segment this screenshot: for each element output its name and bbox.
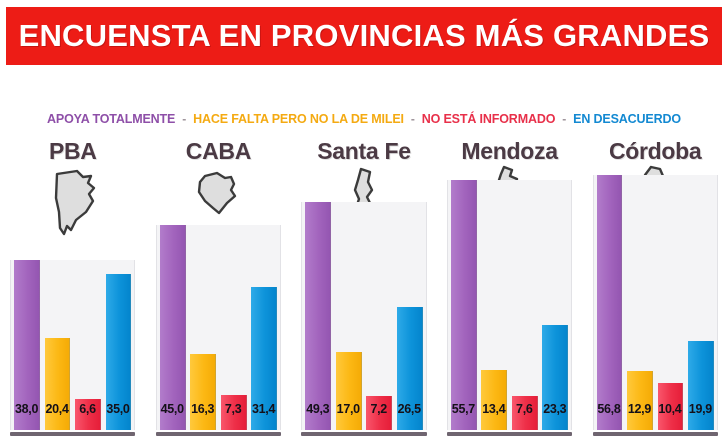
bar-pba-no-esta-informado[interactable]: 6,6: [75, 399, 101, 430]
bar-cordoba-en-desacuerdo[interactable]: 19,9: [687, 340, 714, 430]
legend-item-apoya-totalmente: APOYA TOTALMENTE: [47, 112, 176, 126]
bar-santa-fe-hace-falta[interactable]: 17,0: [335, 352, 362, 430]
chart-group-santa-fe: Santa Fe 49,3 17,0 7,2 26,5: [291, 138, 437, 438]
legend-item-no-esta-informado: NO ESTÁ INFORMADO: [421, 112, 556, 126]
group-label-cordoba: Córdoba: [608, 138, 702, 164]
bar-value: 20,4: [45, 402, 69, 416]
bar-value: 10,4: [658, 402, 682, 416]
bar-value: 31,4: [252, 402, 276, 416]
bar-value: 6,6: [79, 402, 96, 416]
group-label-pba: PBA: [48, 138, 97, 164]
bar-caba-en-desacuerdo[interactable]: 31,4: [251, 286, 277, 430]
bar-value: 7,3: [224, 402, 242, 416]
panel-cordoba: 56,8 12,9 10,4 19,9: [592, 175, 718, 430]
bar-value: 13,4: [482, 402, 506, 416]
bar-value: 55,7: [451, 402, 475, 416]
legend-item-en-desacuerdo: EN DESACUERDO: [573, 112, 681, 126]
bar-caba-no-esta-informado[interactable]: 7,3: [220, 395, 247, 430]
bar-pba-hace-falta[interactable]: 20,4: [44, 338, 71, 430]
bar-santa-fe-en-desacuerdo[interactable]: 26,5: [396, 306, 423, 430]
bars-mendoza: 55,7 13,4 7,6 23,3: [448, 180, 571, 430]
bar-value: 38,0: [15, 402, 39, 416]
bar-cordoba-apoya-totalmente[interactable]: 56,8: [596, 175, 623, 430]
bar-mendoza-en-desacuerdo[interactable]: 23,3: [542, 325, 569, 430]
baseline-santa-fe: [301, 432, 427, 436]
legend-item-hace-falta: HACE FALTA PERO NO LA DE MILEI: [193, 112, 404, 126]
bar-pba-en-desacuerdo[interactable]: 35,0: [105, 273, 132, 430]
bar-pba-apoya-totalmente[interactable]: 38,0: [14, 260, 40, 430]
bar-caba-apoya-totalmente[interactable]: 45,0: [159, 225, 186, 430]
legend-separator: -: [562, 112, 567, 126]
panel-pba: 38,0 20,4 6,6 35,0: [10, 260, 136, 430]
page-title: ENCUENSTA EN PROVINCIAS MÁS GRANDES: [18, 18, 710, 53]
bar-value: 7,2: [370, 402, 387, 416]
legend-separator: -: [182, 112, 187, 126]
baseline-mendoza: [446, 432, 573, 436]
title-banner: ENCUENSTA EN PROVINCIAS MÁS GRANDES: [6, 7, 722, 65]
bar-value: 17,0: [336, 402, 360, 416]
bar-mendoza-apoya-totalmente[interactable]: 55,7: [450, 180, 477, 430]
bar-value: 56,8: [597, 402, 621, 416]
chart-group-cordoba: Córdoba 56,8 12,9 10,4 19,9: [582, 138, 728, 438]
bar-value: 16,3: [191, 402, 215, 416]
bar-santa-fe-apoya-totalmente[interactable]: 49,3: [305, 202, 332, 430]
bar-cordoba-hace-falta[interactable]: 12,9: [627, 371, 653, 430]
group-label-santa-fe: Santa Fe: [317, 138, 411, 164]
group-label-caba: CABA: [185, 138, 252, 164]
baseline-cordoba: [592, 432, 718, 436]
legend-separator: -: [410, 112, 415, 126]
bar-value: 23,3: [543, 402, 567, 416]
bar-value: 49,3: [306, 402, 330, 416]
province-map-pba-icon: [47, 168, 99, 242]
panel-santa-fe: 49,3 17,0 7,2 26,5: [301, 202, 427, 430]
group-label-mendoza: Mendoza: [461, 138, 558, 164]
bar-value: 35,0: [106, 402, 130, 416]
panel-mendoza: 55,7 13,4 7,6 23,3: [446, 180, 573, 430]
bar-value: 7,6: [516, 402, 533, 416]
bar-mendoza-no-esta-informado[interactable]: 7,6: [511, 396, 538, 430]
bar-value: 12,9: [627, 402, 651, 416]
bar-value: 19,9: [688, 402, 712, 416]
baseline-caba: [155, 432, 281, 436]
chart-group-pba: PBA 38,0 20,4 6,6 35,0: [0, 138, 146, 438]
bar-value: 26,5: [397, 402, 421, 416]
bar-value: 45,0: [160, 402, 184, 416]
bar-chart: PBA 38,0 20,4 6,6 35,0: [0, 138, 728, 438]
province-map-caba-icon: [191, 170, 245, 226]
bar-cordoba-no-esta-informado[interactable]: 10,4: [657, 382, 684, 430]
bars-cordoba: 56,8 12,9 10,4 19,9: [594, 175, 717, 430]
bars-pba: 38,0 20,4 6,6 35,0: [11, 260, 134, 430]
baseline-pba: [10, 432, 136, 436]
chart-group-mendoza: Mendoza 55,7 13,4 7,6 23,3: [437, 138, 583, 438]
bars-caba: 45,0 16,3 7,3 31,4: [157, 225, 280, 430]
chart-legend: APOYA TOTALMENTE - HACE FALTA PERO NO LA…: [0, 112, 728, 126]
chart-group-caba: CABA 45,0 16,3 7,3 31,4: [146, 138, 292, 438]
panel-caba: 45,0 16,3 7,3 31,4: [155, 225, 281, 430]
bar-caba-hace-falta[interactable]: 16,3: [190, 354, 217, 430]
bars-santa-fe: 49,3 17,0 7,2 26,5: [302, 202, 425, 430]
bar-mendoza-hace-falta[interactable]: 13,4: [481, 370, 508, 430]
bar-santa-fe-no-esta-informado[interactable]: 7,2: [366, 395, 393, 430]
